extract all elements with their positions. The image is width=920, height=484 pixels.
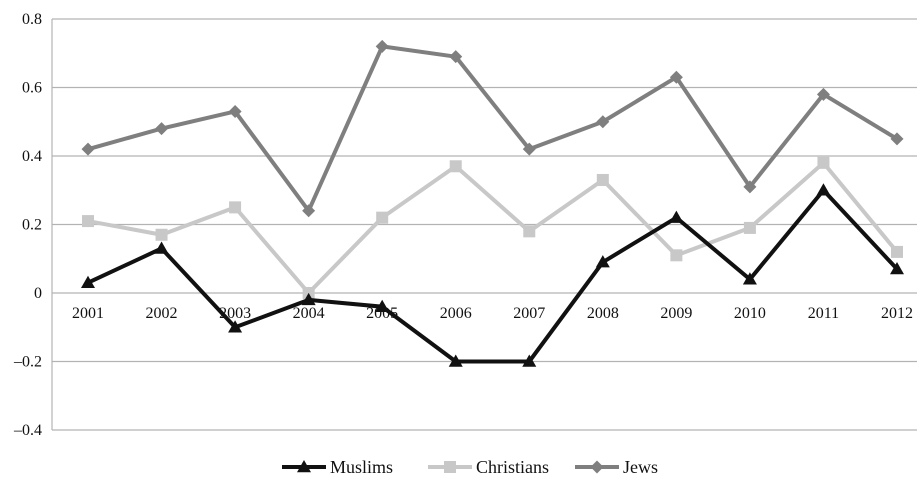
series bbox=[81, 39, 904, 367]
data-point-jews bbox=[596, 115, 610, 129]
series-line-muslims bbox=[86, 188, 899, 364]
x-tick-label: 2011 bbox=[808, 305, 839, 322]
legend-marker-jews bbox=[590, 460, 604, 474]
legend-label: Muslims bbox=[330, 457, 393, 477]
x-tick-label: 2008 bbox=[587, 305, 619, 322]
y-tick-label: –0.2 bbox=[13, 354, 42, 371]
data-point-christians bbox=[449, 160, 462, 173]
data-point-christians bbox=[155, 228, 168, 241]
x-tick-label: 2005 bbox=[366, 305, 398, 322]
y-tick-label: 0.4 bbox=[22, 148, 42, 165]
x-tick-label: 2012 bbox=[881, 305, 913, 322]
data-point-muslims bbox=[154, 241, 169, 254]
data-point-christians bbox=[82, 215, 94, 228]
x-tick-label: 2004 bbox=[293, 305, 325, 322]
data-point-jews bbox=[375, 39, 389, 53]
x-tick-label: 2002 bbox=[146, 305, 178, 322]
data-point-christians bbox=[743, 221, 756, 234]
data-point-jews bbox=[81, 142, 95, 156]
series-jews bbox=[81, 39, 904, 218]
data-point-muslims bbox=[890, 262, 904, 275]
data-point-christians bbox=[596, 173, 609, 186]
data-point-muslims bbox=[228, 320, 243, 333]
y-tick-label: 0.6 bbox=[22, 80, 42, 97]
data-point-muslims bbox=[301, 292, 316, 306]
data-point-muslims bbox=[375, 299, 390, 312]
data-point-muslims bbox=[669, 210, 684, 223]
y-tick-label: –0.4 bbox=[13, 422, 42, 439]
data-point-christians bbox=[376, 211, 389, 224]
data-point-jews bbox=[669, 70, 683, 84]
series-muslims bbox=[81, 183, 904, 367]
data-point-muslims bbox=[816, 183, 831, 196]
data-point-jews bbox=[816, 87, 830, 101]
x-tick-label: 2009 bbox=[660, 305, 692, 322]
data-point-jews bbox=[155, 122, 169, 136]
x-tick-label: 2010 bbox=[734, 305, 766, 322]
y-tick-label: 0.2 bbox=[22, 217, 42, 234]
data-point-jews bbox=[302, 204, 316, 218]
series-line-jews bbox=[86, 44, 899, 213]
legend-item-christians: Christians bbox=[428, 457, 549, 477]
y-tick-label: 0.8 bbox=[22, 11, 42, 28]
data-point-muslims bbox=[595, 255, 610, 268]
data-point-jews bbox=[522, 142, 536, 156]
legend-label: Christians bbox=[476, 457, 549, 477]
data-point-muslims bbox=[522, 354, 537, 367]
x-tick-label: 2006 bbox=[440, 305, 472, 322]
legend: Muslims Christians Jews bbox=[282, 457, 658, 477]
data-point-jews bbox=[449, 50, 463, 64]
data-point-christians bbox=[670, 249, 683, 262]
legend-label: Jews bbox=[623, 457, 658, 477]
gridlines bbox=[52, 18, 917, 431]
legend-marker-muslims bbox=[297, 460, 311, 473]
data-point-jews bbox=[890, 132, 904, 146]
data-point-muslims bbox=[448, 354, 463, 367]
data-point-christians bbox=[891, 245, 903, 258]
data-point-muslims bbox=[81, 275, 95, 288]
legend-marker-christians bbox=[444, 461, 456, 473]
x-tick-labels: 2001 2002 2003 2004 2005 2006 2007 2008 2009 2010… bbox=[72, 305, 913, 322]
data-point-christians bbox=[817, 156, 830, 169]
data-point-jews bbox=[228, 104, 242, 118]
data-point-christians bbox=[523, 225, 536, 238]
data-point-christians bbox=[229, 201, 242, 214]
legend-item-jews: Jews bbox=[575, 457, 658, 477]
y-tick-labels: –0.4 –0.2 0 0.2 0.4 0.6 0.8 bbox=[13, 11, 42, 439]
x-tick-label: 2007 bbox=[513, 305, 545, 322]
data-point-muslims bbox=[742, 272, 757, 285]
legend-item-muslims: Muslims bbox=[282, 457, 393, 477]
data-point-jews bbox=[743, 180, 757, 194]
y-tick-label: 0 bbox=[34, 285, 42, 302]
x-tick-label: 2001 bbox=[72, 305, 104, 322]
series-line-christians bbox=[86, 160, 899, 295]
series-christians bbox=[82, 156, 903, 299]
